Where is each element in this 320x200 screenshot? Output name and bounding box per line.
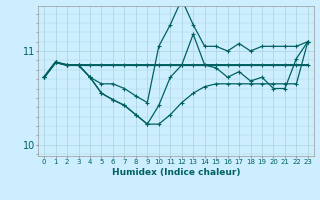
X-axis label: Humidex (Indice chaleur): Humidex (Indice chaleur)	[112, 168, 240, 177]
